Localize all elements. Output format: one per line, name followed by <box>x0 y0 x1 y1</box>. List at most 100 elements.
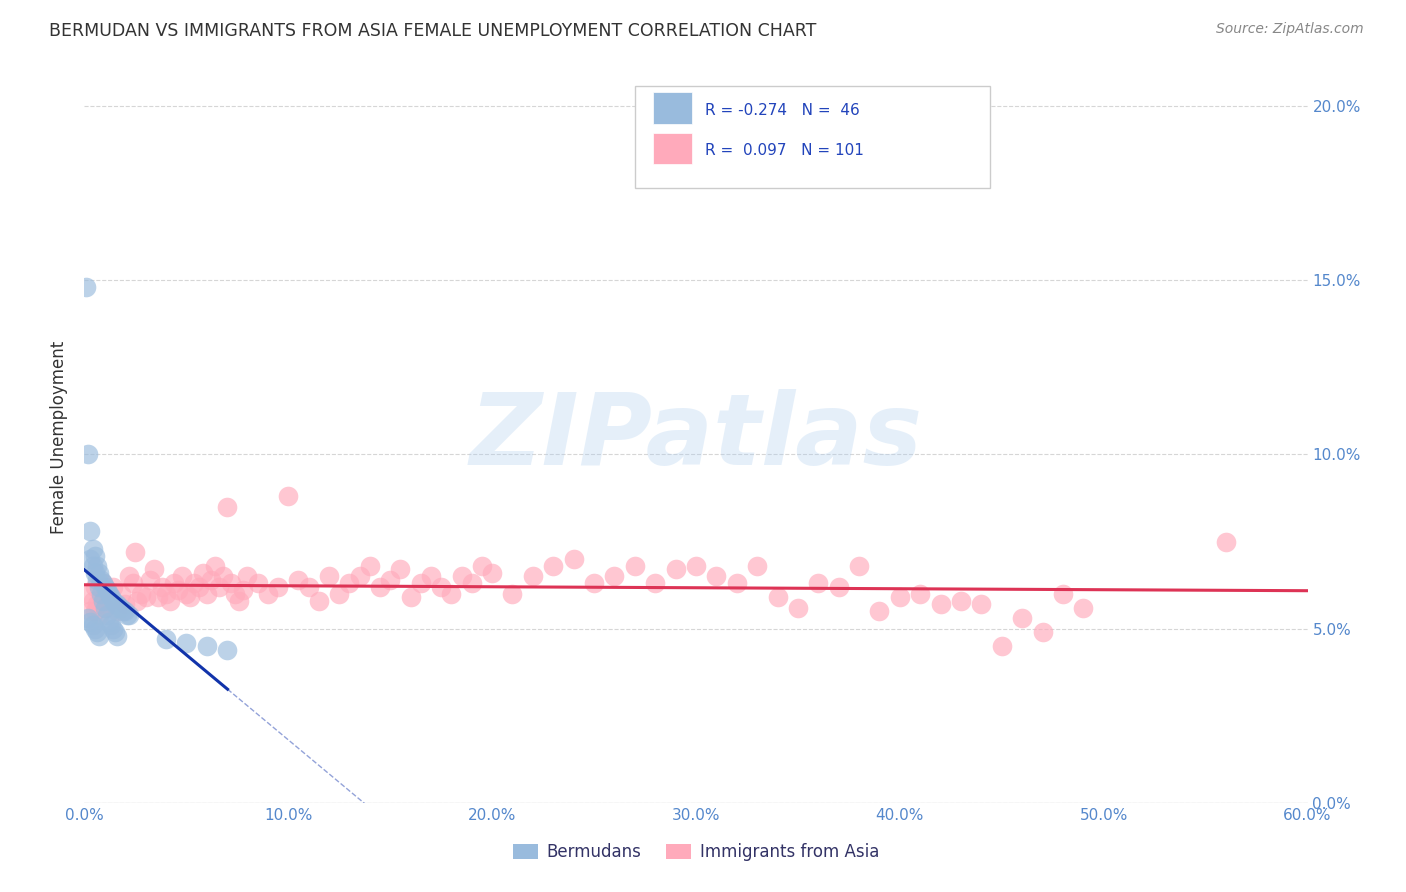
Point <box>87 580 110 594</box>
Point <box>82 541 104 556</box>
Point <box>90 573 112 587</box>
Point <box>807 576 830 591</box>
Point <box>287 573 309 587</box>
Point <box>108 600 131 615</box>
Point <box>339 576 361 591</box>
Point <box>219 576 242 591</box>
Point <box>195 639 218 653</box>
Text: ZIPatlas: ZIPatlas <box>470 389 922 485</box>
Point <box>747 558 769 573</box>
Text: R = -0.274   N =  46: R = -0.274 N = 46 <box>704 103 859 118</box>
Point <box>93 600 115 615</box>
FancyBboxPatch shape <box>654 133 692 164</box>
Point <box>91 594 114 608</box>
Point <box>869 604 891 618</box>
Point <box>75 280 97 294</box>
Point <box>118 607 141 622</box>
Point <box>138 573 160 587</box>
Point <box>706 569 728 583</box>
Point <box>100 618 122 632</box>
Point <box>583 576 606 591</box>
Point <box>562 552 585 566</box>
Point <box>430 580 453 594</box>
Text: R =  0.097   N = 101: R = 0.097 N = 101 <box>704 143 863 158</box>
Point <box>217 642 239 657</box>
Point <box>97 587 120 601</box>
Point <box>101 594 124 608</box>
Point <box>380 573 402 587</box>
Point <box>200 573 222 587</box>
Point <box>93 600 115 615</box>
Point <box>359 558 381 573</box>
Point <box>91 576 114 591</box>
Point <box>409 576 432 591</box>
Point <box>232 583 254 598</box>
Point <box>644 576 666 591</box>
FancyBboxPatch shape <box>654 93 692 124</box>
Point <box>461 576 484 591</box>
Point <box>267 580 290 594</box>
Point <box>115 607 138 622</box>
Point <box>389 562 412 576</box>
Point <box>104 625 127 640</box>
Point <box>101 580 124 594</box>
Point <box>889 591 911 605</box>
Point <box>93 580 115 594</box>
Point <box>87 607 110 622</box>
Point <box>228 594 250 608</box>
Point <box>450 569 472 583</box>
Point <box>1073 600 1095 615</box>
Point <box>368 580 391 594</box>
Point <box>183 576 205 591</box>
Point <box>543 558 565 573</box>
Point <box>83 580 105 594</box>
Point <box>83 622 105 636</box>
Point <box>481 566 503 580</box>
Point <box>167 583 190 598</box>
Point <box>91 576 114 591</box>
Point <box>135 591 157 605</box>
Point <box>131 587 153 601</box>
Point <box>105 604 128 618</box>
Point <box>179 591 201 605</box>
Point <box>191 566 214 580</box>
Point <box>204 558 226 573</box>
Point <box>624 558 647 573</box>
Point <box>502 587 524 601</box>
Point <box>83 549 105 563</box>
Point <box>82 558 104 573</box>
Point <box>146 591 169 605</box>
Point <box>1052 587 1074 601</box>
Point <box>90 587 112 601</box>
Point <box>96 607 118 622</box>
Point <box>828 580 851 594</box>
Point <box>298 580 321 594</box>
Point <box>910 587 932 601</box>
Point <box>79 615 101 629</box>
Point <box>163 576 186 591</box>
Point <box>112 604 135 618</box>
Point <box>105 629 128 643</box>
Point <box>172 569 194 583</box>
Point <box>174 587 197 601</box>
Point <box>349 569 371 583</box>
Point <box>87 566 110 580</box>
Point <box>104 597 127 611</box>
Point <box>97 615 120 629</box>
FancyBboxPatch shape <box>636 86 990 188</box>
Point <box>118 569 141 583</box>
Point <box>124 545 146 559</box>
Point <box>991 639 1014 653</box>
Point <box>86 625 108 640</box>
Point <box>114 604 136 618</box>
Point <box>110 587 132 601</box>
Point <box>236 569 259 583</box>
Point <box>224 587 246 601</box>
Legend: Bermudans, Immigrants from Asia: Bermudans, Immigrants from Asia <box>506 837 886 868</box>
Point <box>82 594 104 608</box>
Point <box>114 597 136 611</box>
Point <box>187 580 209 594</box>
Point <box>685 558 707 573</box>
Point <box>848 558 870 573</box>
Point <box>79 524 101 538</box>
